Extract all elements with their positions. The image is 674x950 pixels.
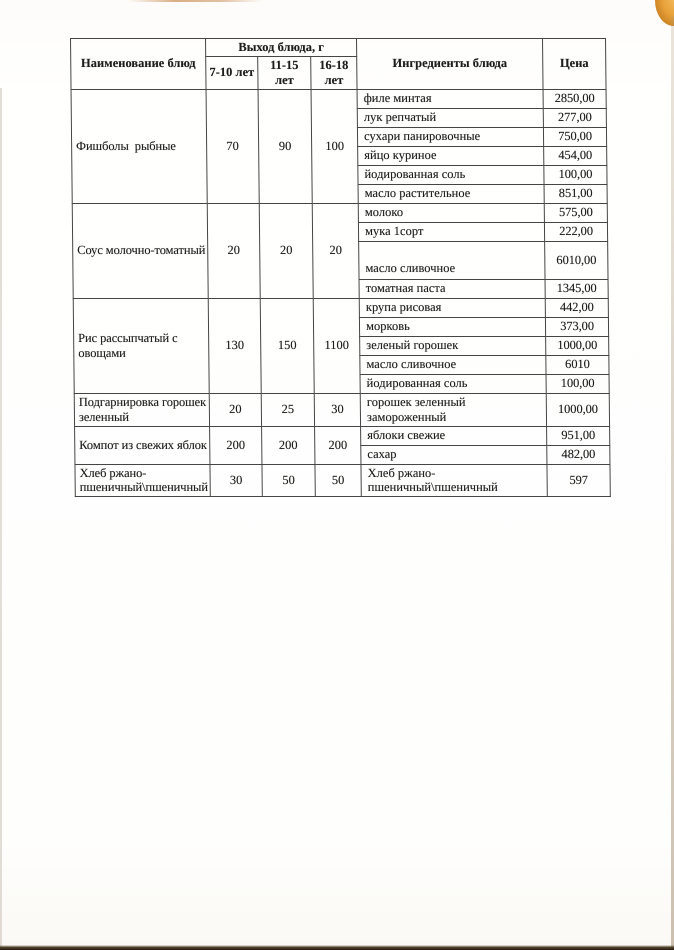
ingredient-price-cell: 575,00: [544, 203, 608, 222]
weight-cell: 20: [312, 203, 360, 298]
ingredient-name-cell: масло растительное: [358, 184, 545, 203]
weight-cell: 100: [311, 89, 359, 203]
ingredient-price-cell: 597: [546, 464, 611, 497]
ingredient-name-cell: масло сливочное: [358, 241, 546, 279]
ingredient-price-cell: 482,00: [546, 445, 610, 464]
weight-cell: 20: [207, 203, 261, 298]
scan-edge-left: [0, 88, 2, 950]
ingredient-name-cell: сухари панировочные: [357, 127, 544, 146]
col-header-output-group: Выход блюда, г: [205, 38, 357, 57]
col-header-age-7-10: 7-10 лет: [205, 56, 259, 89]
ingredient-price-cell: 100,00: [543, 165, 608, 184]
weight-cell: 20: [259, 203, 314, 298]
col-header-age-16-18: 16-18 лет: [310, 56, 358, 89]
ingredient-name-cell: филе минтая: [357, 89, 544, 108]
weight-cell: 50: [314, 464, 362, 497]
ingredient-name-cell: молоко: [358, 203, 545, 222]
table-row: Фишболы рыбные 70 90 100 филе минтая 285…: [71, 89, 607, 203]
dish-name-cell: Хлеб ржано-пшеничный\пшеничный: [74, 464, 211, 497]
ingredient-price-cell: 100,00: [546, 374, 610, 393]
weight-cell: 200: [261, 426, 315, 464]
menu-table-wrap: Наименование блюд Выход блюда, г Ингреди…: [70, 38, 611, 497]
weight-cell: 1100: [313, 298, 361, 393]
col-header-price: Цена: [542, 38, 607, 89]
weight-cell: 150: [260, 298, 315, 393]
weight-cell: 30: [209, 464, 263, 497]
weight-cell: 25: [261, 393, 315, 426]
ingredient-name-cell: Хлеб ржано-пшеничный\пшеничный: [360, 464, 548, 497]
ingredient-name-cell: сахар: [360, 445, 547, 464]
table-row: Подгарнировка горошек зеленный 20 25 30 …: [74, 393, 610, 426]
table-row: Соус молочно-томатный 20 20 20 молоко 57…: [72, 203, 608, 298]
ingredient-price-cell: 6010: [545, 355, 610, 374]
col-header-dish-name: Наименование блюд: [70, 38, 207, 89]
table-row: Рис рассыпчатый с овощами 130 150 1100 к…: [73, 298, 609, 393]
dish-name-cell: Соус молочно-томатный: [72, 203, 209, 298]
dish-name-cell: Фишболы рыбные: [71, 89, 208, 203]
ingredient-name-cell: морковь: [359, 317, 546, 336]
ingredient-name-cell: яйцо куриное: [357, 146, 544, 165]
weight-cell: 30: [314, 393, 361, 426]
ingredient-price-cell: 373,00: [545, 317, 609, 336]
ingredient-name-cell: горошек зеленный замороженный: [360, 393, 547, 426]
ingredient-name-cell: яблоки свежие: [360, 426, 547, 445]
ingredient-price-cell: 1000,00: [546, 393, 610, 426]
table-row: Хлеб ржано-пшеничный\пшеничный 30 50 50 …: [74, 464, 611, 497]
ingredient-price-cell: 442,00: [545, 298, 609, 317]
ingredient-price-cell: 454,00: [543, 146, 607, 165]
ingredient-price-cell: 2850,00: [543, 89, 607, 108]
ingredient-price-cell: 951,00: [546, 426, 610, 445]
ingredient-name-cell: масло сливочное: [359, 355, 547, 374]
ingredient-name-cell: зеленый горошек: [359, 336, 546, 355]
ingredient-price-cell: 1000,00: [545, 336, 609, 355]
ingredient-price-cell: 277,00: [543, 108, 607, 127]
weight-cell: 90: [258, 89, 313, 203]
weight-cell: 200: [314, 426, 361, 464]
ingredient-price-cell: 750,00: [543, 127, 607, 146]
ingredient-price-cell: 222,00: [544, 222, 608, 241]
ingredient-name-cell: йодированная соль: [357, 165, 545, 184]
table-row: Компот из свежих яблок 200 200 200 яблок…: [74, 426, 610, 464]
ingredient-price-cell: 851,00: [544, 184, 608, 203]
scan-edge-right: [671, 16, 674, 950]
ingredient-price-cell: 1345,00: [545, 279, 609, 298]
weight-cell: 50: [261, 464, 316, 497]
dish-name-cell: Рис рассыпчатый с овощами: [73, 298, 210, 393]
ingredient-name-cell: йодированная соль: [360, 374, 547, 393]
ingredient-price-cell: 6010,00: [544, 241, 609, 279]
ingredient-name-cell: томатная паста: [359, 279, 546, 298]
col-header-age-11-15: 11-15 лет: [257, 56, 312, 89]
ingredient-name-cell: крупа рисовая: [359, 298, 546, 317]
dish-name-cell: Подгарнировка горошек зеленный: [74, 393, 210, 426]
scan-edge-bottom: [0, 945, 674, 950]
col-header-ingredients: Ингредиенты блюда: [356, 38, 544, 89]
menu-table: Наименование блюд Выход блюда, г Ингреди…: [70, 38, 611, 497]
weight-cell: 20: [209, 393, 262, 426]
dish-name-cell: Компот из свежих яблок: [74, 426, 210, 464]
ingredient-name-cell: мука 1сорт: [358, 222, 545, 241]
weight-cell: 200: [209, 426, 262, 464]
ingredient-name-cell: лук репчатый: [357, 108, 544, 127]
weight-cell: 130: [208, 298, 262, 393]
weight-cell: 70: [206, 89, 260, 203]
scan-smear-top-edge: [128, 0, 262, 2]
